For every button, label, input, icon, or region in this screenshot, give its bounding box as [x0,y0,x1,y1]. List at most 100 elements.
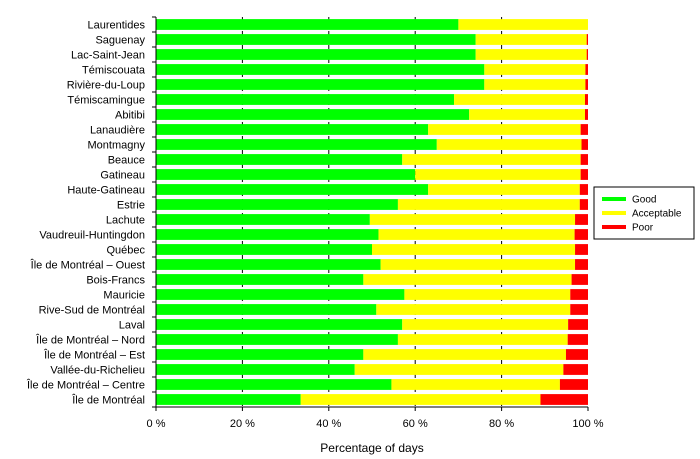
bar-good [156,244,372,255]
bar-acceptable [363,349,566,360]
bar-good [156,109,470,120]
category-label: Témiscamingue [67,95,145,107]
x-tick-label: 20 % [230,418,255,430]
category-label: Témiscouata [82,65,146,77]
bar-good [156,274,364,285]
bar-acceptable [402,154,581,165]
bar-good [156,49,476,60]
bar-acceptable [436,139,582,150]
category-label: Rive-Sud de Montréal [39,305,145,317]
category-label: Gatineau [100,170,145,182]
category-label: Beauce [108,155,145,167]
bar-good [156,199,398,210]
bar-poor [575,244,588,255]
bar-poor [568,319,588,330]
bar-poor [567,334,588,345]
bar-good [156,79,485,90]
x-tick-label: 60 % [403,418,428,430]
bar-poor [574,229,588,240]
bar-acceptable [475,34,587,45]
bar-acceptable [404,289,571,300]
bar-good [156,64,485,75]
bar-good [156,34,476,45]
bar-acceptable [484,64,586,75]
category-label: Île de Montréal – Centre [26,379,145,392]
bar-good [156,394,301,405]
bar-good [156,304,377,315]
bar-poor [580,124,588,135]
bar-poor [580,154,588,165]
bar-good [156,334,398,345]
grid-lines [241,17,503,407]
bar-good [156,259,381,270]
bar-poor [565,349,588,360]
bar-poor [540,394,588,405]
bar-acceptable [428,184,580,195]
bar-acceptable [391,379,560,390]
category-label: Haute-Gatineau [67,185,145,197]
bar-poor [575,259,588,270]
x-axis-title: Percentage of days [320,441,423,455]
category-label: Vallée-du-Richelieu [50,365,145,377]
x-tick-label: 100 % [572,418,603,430]
bar-good [156,124,429,135]
legend-label-poor: Poor [632,223,654,234]
bar-good [156,139,437,150]
bar-poor [570,289,588,300]
bar-acceptable [397,199,580,210]
category-label: Vaudreuil-Huntingdon [39,230,145,242]
bar-acceptable [369,214,576,225]
bar-acceptable [378,229,575,240]
bar-good [156,364,355,375]
bar-poor [570,304,588,315]
bar-poor [585,79,588,90]
bar-poor [579,199,588,210]
category-label: Lanaudière [90,125,145,137]
category-label: Montmagny [88,140,146,152]
bar-good [156,349,364,360]
bar-poor [580,169,588,180]
bar-acceptable [397,334,568,345]
bar-good [156,289,405,300]
legend-label-good: Good [632,195,656,206]
category-label: Saguenay [95,35,145,47]
bar-acceptable [475,49,587,60]
category-labels: Laurentides Saguenay Lac-Saint-Jean Témisco… [26,20,146,407]
bar-good [156,214,370,225]
x-tick-label: 40 % [316,418,341,430]
bar-good [156,184,429,195]
bar-poor [586,34,588,45]
category-label: Île de Montréal [71,394,145,407]
legend-label-acceptable: Acceptable [632,209,682,220]
x-axis: 0 % 20 % 40 % 60 % 80 % 100 % [147,16,604,430]
bar-good [156,154,403,165]
bar-acceptable [454,94,585,105]
category-label: Île de Montréal – Nord [35,334,145,347]
category-label: Île de Montréal – Est [43,349,145,362]
bar-acceptable [428,124,581,135]
bar-poor [585,64,588,75]
category-label: Lachute [106,215,145,227]
x-tick-label: 80 % [489,418,514,430]
bar-poor [559,379,588,390]
bar-good [156,19,459,30]
bar-good [156,379,392,390]
bar-poor [571,274,588,285]
category-label: Laval [119,320,145,332]
bar-acceptable [372,244,576,255]
bar-good [156,229,379,240]
bar-acceptable [300,394,541,405]
bar-acceptable [363,274,572,285]
category-label: Mauricie [103,290,145,302]
bar-acceptable [354,364,564,375]
bar-poor [579,184,588,195]
category-label: Lac-Saint-Jean [71,50,145,62]
bar-acceptable [402,319,569,330]
bar-acceptable [376,304,571,315]
x-tick-label: 0 % [147,418,166,430]
bar-good [156,94,455,105]
legend: Good Acceptable Poor [593,186,695,240]
bar-acceptable [484,79,586,90]
bar-acceptable [415,169,581,180]
